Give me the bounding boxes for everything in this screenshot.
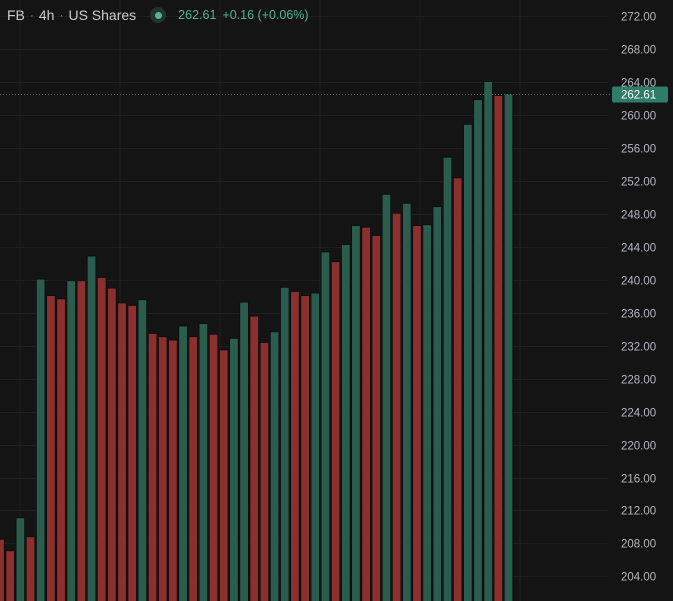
volume-bar bbox=[452, 177, 463, 601]
price-change-text: +0.16 (+0.06%) bbox=[222, 8, 309, 22]
volume-bar bbox=[107, 287, 117, 601]
volume-bar bbox=[473, 99, 483, 601]
volume-bar bbox=[412, 225, 422, 601]
y-tick-label: 208.00 bbox=[621, 539, 656, 551]
y-tick-label: 212.00 bbox=[621, 506, 656, 518]
last-price-label-text: 262.61 bbox=[621, 90, 656, 102]
price-axis[interactable]: 272.00268.00264.00260.00256.00252.00248.… bbox=[621, 12, 656, 584]
volume-bar bbox=[15, 517, 26, 601]
volume-bar bbox=[391, 212, 402, 601]
last-price-text: 262.61 bbox=[178, 8, 217, 22]
y-tick-label: 232.00 bbox=[621, 342, 656, 354]
volume-bar bbox=[25, 536, 36, 601]
y-tick-label: 244.00 bbox=[621, 243, 656, 255]
separator-dot: · bbox=[59, 8, 64, 22]
volume-bar bbox=[188, 336, 198, 601]
market-status-icon[interactable] bbox=[150, 7, 167, 23]
volume-bar bbox=[422, 224, 432, 601]
y-tick-label: 216.00 bbox=[621, 474, 656, 486]
volume-bar bbox=[320, 251, 331, 601]
y-tick-label: 224.00 bbox=[621, 408, 656, 420]
exchange-label: US Shares bbox=[68, 7, 137, 23]
y-tick-label: 256.00 bbox=[621, 144, 656, 156]
volume-bar bbox=[249, 315, 259, 601]
volume-bar bbox=[330, 261, 341, 601]
volume-bar bbox=[483, 81, 493, 601]
volume-bar bbox=[463, 123, 473, 601]
y-tick-label: 268.00 bbox=[621, 45, 656, 57]
volume-bar bbox=[290, 291, 300, 601]
volume-bar bbox=[147, 333, 158, 601]
y-tick-label: 204.00 bbox=[621, 572, 656, 584]
volume-bar bbox=[219, 349, 229, 601]
y-tick-label: 252.00 bbox=[621, 177, 656, 189]
y-tick-label: 272.00 bbox=[621, 12, 656, 24]
y-tick-label: 236.00 bbox=[621, 309, 656, 321]
volume-bar bbox=[432, 206, 443, 601]
volume-bar bbox=[381, 193, 392, 601]
last-price-label-bg bbox=[612, 86, 668, 103]
volume-bar bbox=[76, 280, 87, 601]
last-price-label: 262.61 bbox=[612, 86, 668, 103]
interval-label[interactable]: 4h bbox=[38, 7, 55, 23]
chart-legend: FB · 4h · US Shares 262.61 +0.16 (+0.06%… bbox=[7, 6, 309, 24]
y-tick-label: 220.00 bbox=[621, 441, 656, 453]
y-tick-label: 240.00 bbox=[621, 276, 656, 288]
volume-bar bbox=[300, 295, 310, 601]
volume-bars bbox=[0, 81, 514, 601]
volume-bar bbox=[97, 277, 107, 601]
volume-bar bbox=[158, 336, 168, 601]
volume-bar bbox=[351, 225, 361, 601]
volume-bar bbox=[310, 292, 320, 601]
volume-bar bbox=[208, 333, 219, 601]
volume-bar bbox=[259, 342, 270, 601]
volume-bar bbox=[280, 286, 290, 601]
volume-bar bbox=[402, 202, 412, 601]
volume-bar bbox=[178, 325, 188, 601]
volume-bar bbox=[127, 305, 137, 601]
volume-bar bbox=[46, 295, 56, 601]
volume-bar bbox=[168, 339, 178, 601]
volume-bar bbox=[5, 550, 15, 601]
symbol-label[interactable]: FB bbox=[7, 7, 25, 23]
volume-bar bbox=[442, 156, 453, 601]
volume-bar bbox=[35, 278, 46, 601]
volume-bar bbox=[361, 226, 371, 601]
volume-bar bbox=[371, 235, 381, 601]
volume-bar bbox=[117, 302, 127, 601]
y-tick-label: 248.00 bbox=[621, 210, 656, 222]
status-dot bbox=[154, 11, 162, 19]
volume-bar bbox=[56, 298, 66, 601]
separator-dot: · bbox=[29, 8, 34, 22]
volume-bar bbox=[0, 538, 5, 601]
volume-bar bbox=[86, 255, 97, 601]
y-tick-label: 228.00 bbox=[621, 375, 656, 387]
y-tick-label: 260.00 bbox=[621, 111, 656, 123]
volume-bar bbox=[503, 93, 514, 601]
volume-bar bbox=[66, 280, 76, 601]
volume-bar bbox=[493, 95, 504, 601]
volume-bar bbox=[269, 331, 280, 601]
volume-bar bbox=[229, 337, 239, 601]
volume-bar bbox=[341, 244, 351, 601]
volume-bar bbox=[137, 299, 148, 601]
volume-bar bbox=[239, 301, 249, 601]
volume-bar bbox=[198, 323, 209, 601]
